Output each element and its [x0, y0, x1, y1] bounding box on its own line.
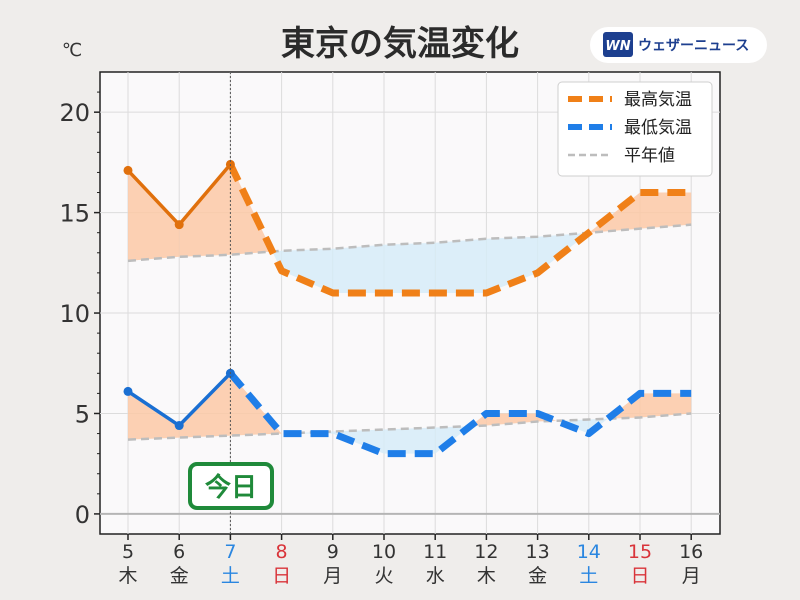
series-lines [123, 159, 692, 458]
brand-logo: WN ウェザーニュース [590, 27, 767, 63]
y-tick-label-15: 15 [59, 200, 90, 228]
low-point-5 [123, 386, 133, 396]
x-tick-label-10: 10 [372, 541, 396, 563]
legend-label-2: 平年値 [624, 146, 675, 166]
x-weekday-label-5: 木 [118, 565, 137, 587]
normal-lines [127, 223, 692, 441]
low-point-6 [174, 421, 184, 431]
brand-logo-mark-text: WN [605, 39, 630, 54]
brand-logo-mark-icon [603, 32, 633, 57]
high-band-2 [230, 164, 273, 255]
x-tick-label-8: 8 [276, 541, 288, 563]
low-band-0 [128, 391, 180, 440]
high-point-5 [123, 165, 133, 175]
chart-title: 東京の気温変化 [281, 24, 519, 64]
today-label: 今日 [205, 472, 257, 503]
x-weekday-label-9: 月 [323, 565, 342, 587]
y-tick-label-20: 20 [59, 99, 90, 127]
high-forecast-line [227, 162, 692, 297]
high-band-5 [384, 242, 436, 293]
low-band-10 [640, 393, 692, 418]
high-band-1 [179, 164, 231, 257]
x-tick-label-16: 16 [679, 541, 703, 563]
x-weekday-label-7: 土 [221, 565, 240, 587]
x-tick-label-7: 7 [224, 541, 236, 563]
normal-low-line [127, 412, 692, 441]
x-weekday-label-8: 日 [272, 565, 291, 587]
high-band-6 [435, 238, 487, 293]
x-weekday-label-16: 月 [682, 565, 701, 587]
low-band-5 [384, 427, 436, 454]
x-tick-label-15: 15 [628, 541, 652, 563]
low-forecast-line [227, 371, 692, 458]
legend-label-1: 最低気温 [624, 118, 692, 138]
low-band-6 [470, 413, 487, 427]
y-axis: 0 5 10 15 20 [59, 91, 100, 529]
high-band-10 [640, 192, 692, 229]
x-weekday-label-15: 日 [630, 565, 649, 587]
today-badge [188, 462, 274, 510]
x-tick-label-13: 13 [526, 541, 550, 563]
high-band-4 [332, 244, 384, 293]
x-tick-label-6: 6 [173, 541, 185, 563]
high-band-7 [486, 236, 538, 293]
y-unit-label: ℃ [62, 40, 82, 61]
x-tick-label-9: 9 [327, 541, 339, 563]
y-tick-label-0: 0 [75, 501, 90, 529]
x-weekday-label-14: 土 [579, 565, 598, 587]
x-weekday-label-13: 金 [528, 565, 547, 587]
x-tick-label-11: 11 [423, 541, 447, 563]
brand-logo-text: ウェザーニュース [638, 38, 749, 54]
x-weekday-label-6: 金 [170, 565, 189, 587]
x-tick-label-12: 12 [474, 541, 498, 563]
x-weekday-label-12: 木 [477, 565, 496, 587]
legend-label-0: 最高気温 [624, 90, 692, 110]
brand-logo-background [590, 27, 767, 63]
x-weekday-label-10: 火 [374, 565, 393, 587]
x-tick-label-5: 5 [122, 541, 134, 563]
y-tick-label-5: 5 [75, 400, 90, 428]
x-tick-label-14: 14 [577, 541, 601, 563]
x-weekday-label-11: 水 [426, 565, 445, 587]
legend-box [557, 81, 713, 177]
today-marker: 今日 [188, 72, 274, 534]
high-band-0 [128, 170, 180, 261]
high-point-6 [174, 220, 184, 230]
high-band-3 [281, 248, 333, 293]
low-band-1 [179, 373, 231, 438]
normal-high-line [127, 223, 692, 263]
y-tick-label-10: 10 [59, 300, 90, 328]
